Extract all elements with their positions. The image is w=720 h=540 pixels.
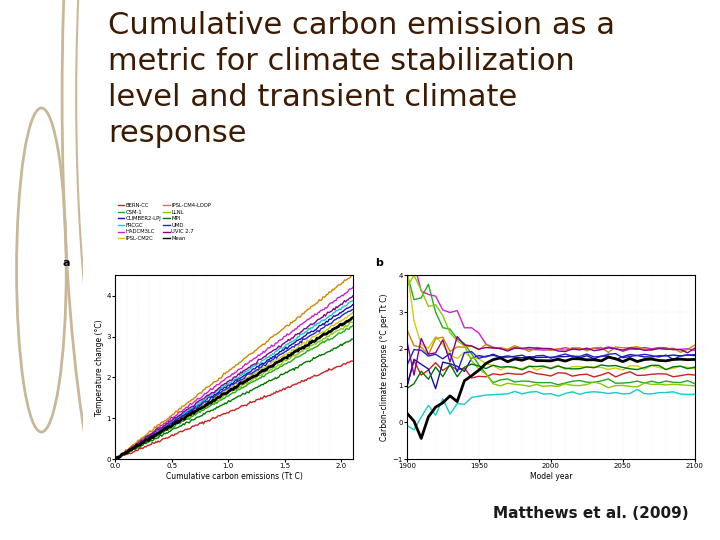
Text: b: b: [375, 258, 383, 268]
Text: Matthews et al. (2009): Matthews et al. (2009): [492, 506, 688, 521]
Legend: BERN-CC, CSM-1, CLIMBER2-LPJ, FRCGC, HADCM3LC, IPSL-CM2C, IPSL-CM4-LOOP, LLNL, M: BERN-CC, CSM-1, CLIMBER2-LPJ, FRCGC, HAD…: [115, 201, 213, 243]
Text: Cumulative carbon emission as a
metric for climate stabilization
level and trans: Cumulative carbon emission as a metric f…: [108, 11, 616, 148]
X-axis label: Cumulative carbon emissions (Tt C): Cumulative carbon emissions (Tt C): [166, 472, 302, 481]
Text: a: a: [63, 258, 71, 268]
X-axis label: Model year: Model year: [529, 472, 572, 481]
Y-axis label: Carbon–climate response (°C per Tt C): Carbon–climate response (°C per Tt C): [380, 293, 390, 441]
Y-axis label: Temperature change (°C): Temperature change (°C): [95, 319, 104, 415]
